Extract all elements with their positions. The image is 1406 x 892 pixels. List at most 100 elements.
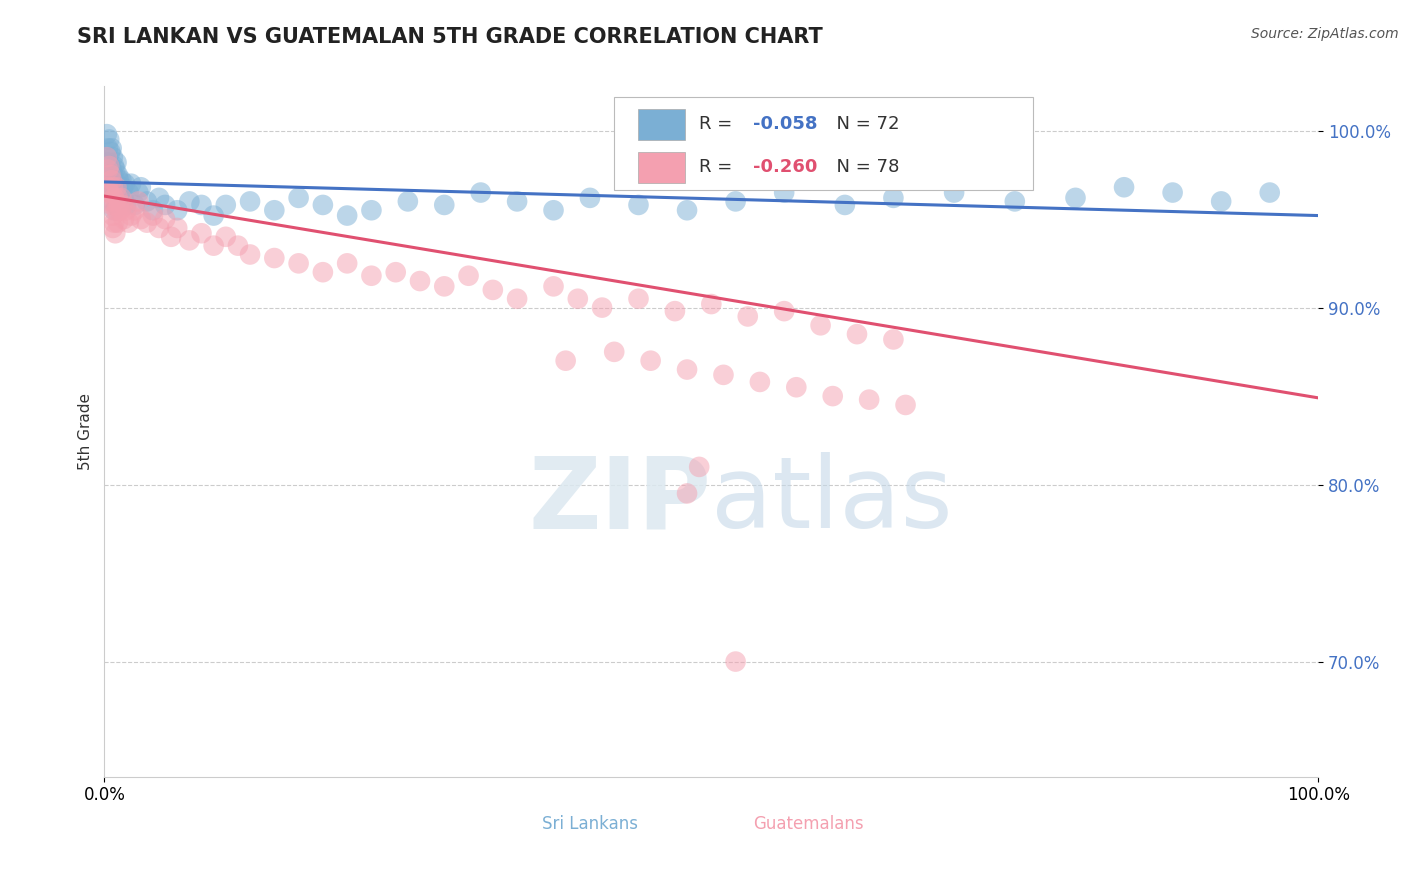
Point	[108, 173, 131, 187]
Point	[433, 279, 456, 293]
Point	[215, 198, 238, 212]
Point	[239, 194, 262, 209]
Point	[105, 177, 128, 191]
Point	[100, 198, 122, 212]
Text: N = 78: N = 78	[825, 159, 900, 177]
Point	[120, 209, 142, 223]
Point	[676, 362, 699, 376]
Point	[97, 162, 120, 177]
Point	[591, 301, 613, 315]
Point	[148, 191, 170, 205]
Point	[700, 297, 723, 311]
Point	[737, 310, 759, 324]
Point	[103, 180, 125, 194]
Point	[97, 141, 120, 155]
Point	[226, 238, 249, 252]
Point	[100, 145, 122, 159]
Point	[110, 173, 132, 187]
Point	[640, 353, 662, 368]
Point	[104, 227, 127, 241]
Point	[846, 327, 869, 342]
Point	[409, 274, 432, 288]
Point	[105, 155, 128, 169]
Point	[100, 194, 122, 209]
Point	[135, 216, 157, 230]
Point	[104, 162, 127, 177]
Point	[748, 375, 770, 389]
Point	[664, 304, 686, 318]
Point	[567, 292, 589, 306]
Point	[101, 180, 124, 194]
Point	[108, 203, 131, 218]
Text: Sri Lankans: Sri Lankans	[541, 814, 638, 832]
Point	[360, 203, 382, 218]
Point	[724, 655, 747, 669]
Point	[287, 256, 309, 270]
Point	[506, 292, 529, 306]
Point	[882, 333, 904, 347]
Point	[104, 186, 127, 200]
Point	[773, 186, 796, 200]
Point	[112, 191, 135, 205]
FancyBboxPatch shape	[638, 152, 685, 183]
Point	[202, 238, 225, 252]
Point	[100, 162, 122, 177]
Point	[676, 486, 699, 500]
Point	[153, 198, 176, 212]
Point	[98, 186, 121, 200]
Point	[110, 194, 132, 209]
Point	[101, 168, 124, 182]
Point	[810, 318, 832, 333]
Point	[676, 203, 699, 218]
Point	[100, 168, 122, 182]
Point	[543, 203, 565, 218]
Point	[98, 132, 121, 146]
Point	[543, 279, 565, 293]
Point	[166, 203, 188, 218]
Point	[129, 212, 152, 227]
Point	[100, 186, 122, 200]
Point	[101, 150, 124, 164]
Point	[135, 194, 157, 209]
Point	[312, 265, 335, 279]
Point	[105, 180, 128, 194]
Point	[506, 194, 529, 209]
Point	[148, 221, 170, 235]
Point	[579, 191, 602, 205]
Point	[773, 304, 796, 318]
Point	[124, 198, 146, 212]
Point	[111, 198, 134, 212]
Point	[239, 247, 262, 261]
Point	[124, 203, 146, 218]
Point	[396, 194, 419, 209]
Point	[457, 268, 479, 283]
Point	[179, 194, 201, 209]
FancyBboxPatch shape	[614, 96, 1033, 190]
Point	[115, 203, 138, 218]
Point	[127, 186, 149, 200]
Point	[105, 203, 128, 218]
Point	[190, 227, 212, 241]
Text: -0.260: -0.260	[752, 159, 817, 177]
Point	[118, 186, 141, 200]
Point	[627, 198, 650, 212]
Point	[433, 198, 456, 212]
Point	[894, 398, 917, 412]
Point	[470, 186, 492, 200]
Text: -0.058: -0.058	[752, 115, 817, 133]
Point	[107, 191, 129, 205]
Point	[166, 221, 188, 235]
Point	[360, 268, 382, 283]
Point	[1004, 194, 1026, 209]
Point	[97, 180, 120, 194]
Text: R =: R =	[699, 159, 738, 177]
Point	[202, 209, 225, 223]
Point	[103, 159, 125, 173]
FancyBboxPatch shape	[638, 109, 685, 140]
Point	[100, 141, 122, 155]
Point	[100, 173, 122, 187]
Y-axis label: 5th Grade: 5th Grade	[79, 393, 93, 470]
Point	[107, 216, 129, 230]
Point	[142, 209, 165, 223]
Text: atlas: atlas	[711, 452, 953, 549]
